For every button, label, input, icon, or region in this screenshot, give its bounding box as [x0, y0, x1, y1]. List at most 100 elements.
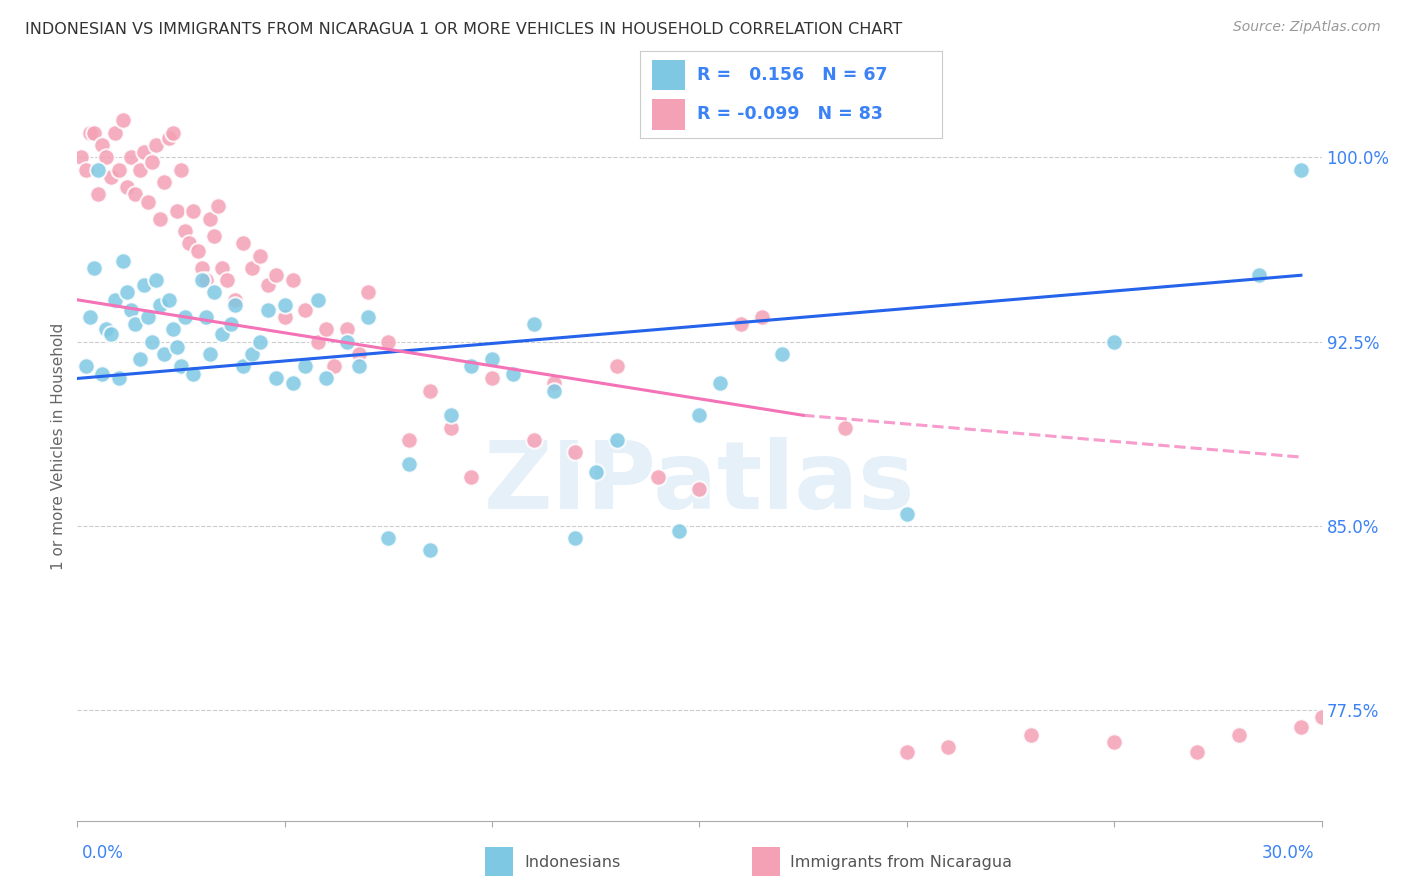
Point [194, 310, 217, 324]
Point [440, 420, 463, 434]
Text: Source: ZipAtlas.com: Source: ZipAtlas.com [1233, 20, 1381, 34]
Point [170, 162, 193, 177]
Point [419, 384, 441, 398]
Point [938, 739, 960, 754]
Point [132, 278, 155, 293]
Point [398, 458, 420, 472]
Point [219, 318, 242, 332]
Point [668, 524, 690, 538]
Point [460, 469, 482, 483]
Point [606, 433, 628, 447]
Point [128, 162, 150, 177]
Point [162, 126, 184, 140]
Point [281, 376, 304, 391]
Point [87, 162, 110, 177]
Point [543, 376, 565, 391]
Point [307, 293, 329, 307]
Point [709, 376, 731, 391]
Point [1227, 728, 1250, 742]
Point [79, 126, 101, 140]
Point [460, 359, 482, 373]
Point [240, 347, 263, 361]
Point [1104, 735, 1126, 749]
Point [136, 310, 159, 324]
Point [502, 367, 524, 381]
Point [174, 224, 197, 238]
Point [124, 318, 146, 332]
Point [377, 531, 399, 545]
Point [91, 367, 114, 381]
Point [1104, 334, 1126, 349]
Point [419, 543, 441, 558]
Point [145, 273, 167, 287]
Point [153, 347, 176, 361]
Point [128, 351, 150, 366]
Point [211, 327, 233, 342]
Point [315, 371, 337, 385]
Point [96, 150, 118, 164]
Point [294, 359, 316, 373]
Point [730, 318, 752, 332]
Bar [652, 99, 685, 129]
Point [1289, 162, 1312, 177]
Point [377, 334, 399, 349]
Point [689, 482, 711, 496]
Point [398, 433, 420, 447]
Point [166, 204, 188, 219]
Point [266, 371, 288, 385]
Point [772, 347, 794, 361]
Point [1289, 720, 1312, 734]
Point [153, 175, 176, 189]
Point [149, 211, 172, 226]
Point [115, 285, 138, 300]
Bar [652, 60, 685, 90]
Point [120, 150, 142, 164]
Text: Indonesians: Indonesians [524, 855, 620, 870]
Point [111, 253, 134, 268]
Point [96, 322, 118, 336]
Point [1187, 745, 1209, 759]
Point [440, 409, 463, 423]
Point [349, 347, 371, 361]
Point [211, 260, 233, 275]
Point [315, 322, 337, 336]
Point [124, 187, 146, 202]
Text: Immigrants from Nicaragua: Immigrants from Nicaragua [790, 855, 1012, 870]
Point [120, 302, 142, 317]
Point [523, 433, 546, 447]
Point [543, 384, 565, 398]
Point [202, 285, 225, 300]
Point [523, 318, 546, 332]
Point [170, 359, 193, 373]
Point [896, 507, 918, 521]
Point [191, 260, 214, 275]
Point [191, 273, 214, 287]
Point [232, 236, 254, 251]
Point [896, 745, 918, 759]
Point [194, 273, 217, 287]
Point [647, 469, 669, 483]
Text: R = -0.099   N = 83: R = -0.099 N = 83 [697, 104, 883, 123]
Point [606, 359, 628, 373]
Point [111, 113, 134, 128]
Point [249, 334, 271, 349]
Text: ZIPatlas: ZIPatlas [484, 437, 915, 530]
Point [104, 293, 127, 307]
Point [115, 179, 138, 194]
Point [274, 298, 297, 312]
Point [349, 359, 371, 373]
Point [162, 322, 184, 336]
Point [141, 155, 163, 169]
Point [83, 260, 105, 275]
Point [75, 162, 97, 177]
Point [240, 260, 263, 275]
Point [149, 298, 172, 312]
Point [751, 310, 773, 324]
Point [87, 187, 110, 202]
Point [100, 327, 122, 342]
Point [224, 298, 246, 312]
Point [323, 359, 346, 373]
Point [1310, 710, 1333, 724]
Point [198, 347, 221, 361]
Point [207, 199, 229, 213]
